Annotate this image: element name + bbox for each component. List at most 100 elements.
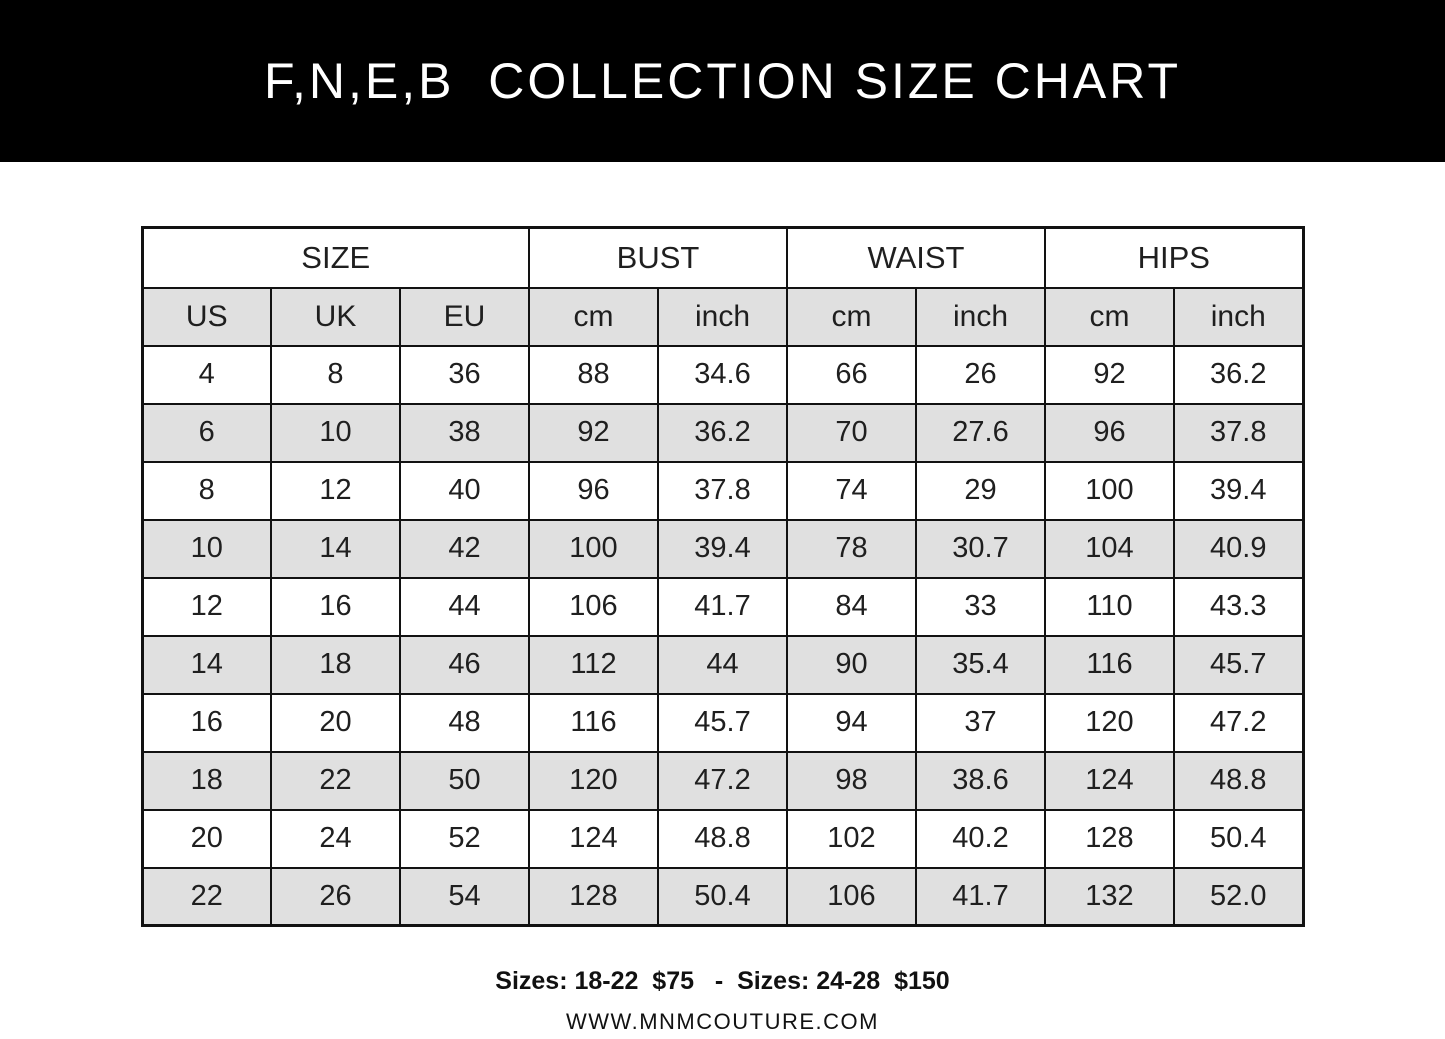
table-row: 4 8 36 88 34.6 66 26 92 36.2 <box>141 344 1304 405</box>
column-group-hips: HIPS <box>1044 226 1304 289</box>
cell-r8-c1: 24 <box>270 808 401 869</box>
cell-r4-c0: 12 <box>141 576 272 637</box>
sub-header-3-cm: cm <box>528 286 659 347</box>
cell-r7-c1: 22 <box>270 750 401 811</box>
cell-r7-c0: 18 <box>141 750 272 811</box>
table-row: 18 22 50 120 47.2 98 38.6 124 48.8 <box>141 750 1304 811</box>
cell-r3-c6: 30.7 <box>915 518 1046 579</box>
cell-r4-c4: 41.7 <box>657 576 788 637</box>
column-group-waist: WAIST <box>786 226 1046 289</box>
cell-r5-c0: 14 <box>141 634 272 695</box>
cell-r4-c7: 110 <box>1044 576 1175 637</box>
cell-r5-c8: 45.7 <box>1173 634 1304 695</box>
cell-r5-c2: 46 <box>399 634 530 695</box>
cell-r7-c3: 120 <box>528 750 659 811</box>
cell-r3-c2: 42 <box>399 518 530 579</box>
cell-r1-c6: 27.6 <box>915 402 1046 463</box>
cell-r7-c4: 47.2 <box>657 750 788 811</box>
group-header-row: SIZE BUST WAIST HIPS <box>141 226 1304 289</box>
cell-r0-c0: 4 <box>141 344 272 405</box>
website-url: WWW.MNMCOUTURE.COM <box>566 1009 879 1034</box>
cell-r9-c2: 54 <box>399 866 530 927</box>
cell-r3-c4: 39.4 <box>657 518 788 579</box>
cell-r9-c0: 22 <box>141 866 272 927</box>
cell-r2-c7: 100 <box>1044 460 1175 521</box>
cell-r9-c8: 52.0 <box>1173 866 1304 927</box>
cell-r0-c4: 34.6 <box>657 344 788 405</box>
column-group-size: SIZE <box>141 226 530 289</box>
sub-header-0-us: US <box>141 286 272 347</box>
cell-r1-c1: 10 <box>270 402 401 463</box>
table-row: 8 12 40 96 37.8 74 29 100 39.4 <box>141 460 1304 521</box>
cell-r6-c1: 20 <box>270 692 401 753</box>
cell-r6-c5: 94 <box>786 692 917 753</box>
cell-r7-c8: 48.8 <box>1173 750 1304 811</box>
cell-r5-c3: 112 <box>528 634 659 695</box>
cell-r7-c5: 98 <box>786 750 917 811</box>
sub-header-4-inch: inch <box>657 286 788 347</box>
page-title: F,N,E,B COLLECTION SIZE CHART <box>263 53 1181 109</box>
cell-r4-c2: 44 <box>399 576 530 637</box>
cell-r7-c6: 38.6 <box>915 750 1046 811</box>
cell-r3-c0: 10 <box>141 518 272 579</box>
cell-r6-c8: 47.2 <box>1173 692 1304 753</box>
cell-r7-c7: 124 <box>1044 750 1175 811</box>
cell-r6-c3: 116 <box>528 692 659 753</box>
cell-r2-c2: 40 <box>399 460 530 521</box>
cell-r9-c7: 132 <box>1044 866 1175 927</box>
cell-r0-c8: 36.2 <box>1173 344 1304 405</box>
cell-r2-c6: 29 <box>915 460 1046 521</box>
sub-header-8-inch: inch <box>1173 286 1304 347</box>
sub-header-2-eu: EU <box>399 286 530 347</box>
cell-r9-c1: 26 <box>270 866 401 927</box>
cell-r0-c5: 66 <box>786 344 917 405</box>
cell-r6-c7: 120 <box>1044 692 1175 753</box>
cell-r0-c6: 26 <box>915 344 1046 405</box>
cell-r2-c3: 96 <box>528 460 659 521</box>
cell-r0-c3: 88 <box>528 344 659 405</box>
cell-r6-c0: 16 <box>141 692 272 753</box>
sub-header-5-cm: cm <box>786 286 917 347</box>
cell-r8-c3: 124 <box>528 808 659 869</box>
table-row: 10 14 42 100 39.4 78 30.7 104 40.9 <box>141 518 1304 579</box>
cell-r2-c0: 8 <box>141 460 272 521</box>
cell-r4-c3: 106 <box>528 576 659 637</box>
cell-r3-c8: 40.9 <box>1173 518 1304 579</box>
cell-r6-c4: 45.7 <box>657 692 788 753</box>
cell-r2-c4: 37.8 <box>657 460 788 521</box>
cell-r3-c3: 100 <box>528 518 659 579</box>
sub-header-1-uk: UK <box>270 286 401 347</box>
cell-r0-c2: 36 <box>399 344 530 405</box>
cell-r9-c5: 106 <box>786 866 917 927</box>
cell-r2-c5: 74 <box>786 460 917 521</box>
cell-r9-c3: 128 <box>528 866 659 927</box>
title-banner: F,N,E,B COLLECTION SIZE CHART <box>0 0 1445 162</box>
cell-r3-c7: 104 <box>1044 518 1175 579</box>
cell-r8-c6: 40.2 <box>915 808 1046 869</box>
cell-r9-c6: 41.7 <box>915 866 1046 927</box>
cell-r1-c2: 38 <box>399 402 530 463</box>
sub-header-6-inch: inch <box>915 286 1046 347</box>
cell-r5-c1: 18 <box>270 634 401 695</box>
cell-r4-c5: 84 <box>786 576 917 637</box>
sub-header-row: US UK EU cm inch cm inch cm inch <box>141 286 1304 347</box>
cell-r7-c2: 50 <box>399 750 530 811</box>
cell-r1-c0: 6 <box>141 402 272 463</box>
cell-r0-c1: 8 <box>270 344 401 405</box>
size-chart-table: SIZE BUST WAIST HIPS US UK EU cm inch cm inch cm in… <box>140 226 1305 927</box>
cell-r3-c5: 78 <box>786 518 917 579</box>
cell-r6-c2: 48 <box>399 692 530 753</box>
cell-r1-c7: 96 <box>1044 402 1175 463</box>
cell-r8-c7: 128 <box>1044 808 1175 869</box>
table-row: 16 20 48 116 45.7 94 37 120 47.2 <box>141 692 1304 753</box>
table-row: 14 18 46 112 44 90 35.4 116 45.7 <box>141 634 1304 695</box>
column-group-bust: BUST <box>528 226 788 289</box>
sub-header-7-cm: cm <box>1044 286 1175 347</box>
cell-r0-c7: 92 <box>1044 344 1175 405</box>
cell-r5-c6: 35.4 <box>915 634 1046 695</box>
cell-r8-c0: 20 <box>141 808 272 869</box>
cell-r1-c5: 70 <box>786 402 917 463</box>
cell-r4-c1: 16 <box>270 576 401 637</box>
cell-r1-c8: 37.8 <box>1173 402 1304 463</box>
cell-r5-c4: 44 <box>657 634 788 695</box>
